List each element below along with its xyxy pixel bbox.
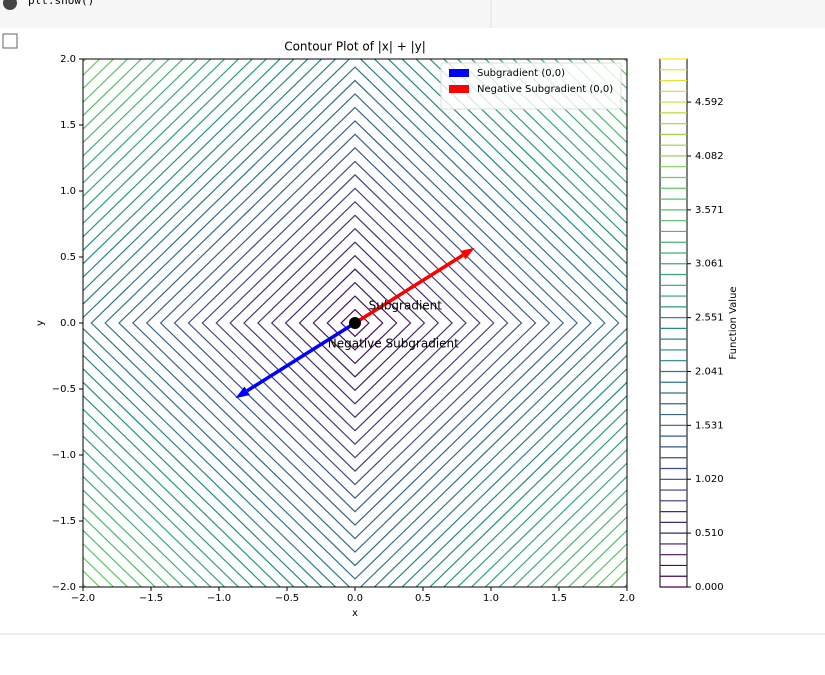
colorbar-tick-label: 0.510: [695, 528, 724, 539]
legend-label: Negative Subgradient (0,0): [477, 84, 613, 95]
annotation: Negative Subgradient: [328, 337, 459, 351]
colorbar-tick-label: 3.571: [695, 205, 724, 216]
x-tick-label: −1.0: [207, 593, 231, 604]
x-tick-label: −2.0: [71, 593, 95, 604]
chart-title: Contour Plot of |x| + |y|: [284, 40, 426, 54]
colorbar-tick-label: 4.082: [695, 151, 724, 162]
contour-line: [243, 214, 467, 432]
contour-line: [312, 281, 398, 365]
contour-line: [173, 146, 537, 500]
x-tick-label: 2.0: [619, 593, 635, 604]
contour-line: [83, 59, 627, 587]
contour-line: [90, 66, 620, 580]
colorbar-tick-label: 4.592: [695, 97, 724, 108]
colorbar-tick-label: 0.000: [695, 582, 724, 593]
x-tick-label: −1.5: [139, 593, 163, 604]
contour-line: [83, 59, 627, 587]
contour-line: [270, 241, 440, 405]
contour-line: [132, 106, 578, 540]
arrow-head: [235, 386, 250, 399]
x-tick-label: 1.0: [483, 593, 499, 604]
y-tick-label: 1.5: [60, 120, 76, 131]
contour-line: [201, 174, 509, 472]
y-tick-label: 1.0: [60, 186, 76, 197]
contour-line: [298, 268, 412, 378]
y-tick-label: 0.5: [60, 252, 76, 263]
colorbar-tick-label: 1.020: [695, 474, 724, 485]
annotation: Subgradient: [369, 298, 443, 312]
colorbar-tick-label: 2.041: [695, 366, 724, 377]
colorbar-tick-label: 3.061: [695, 259, 724, 270]
contour-line: [187, 160, 523, 486]
x-tick-label: 1.5: [551, 593, 567, 604]
arrow-shaft: [354, 253, 464, 325]
y-tick-label: −0.5: [52, 384, 76, 395]
x-tick-label: −0.5: [275, 593, 299, 604]
contour-line: [83, 59, 627, 587]
contour-line: [326, 295, 384, 351]
colorbar-label: Function Value: [728, 286, 739, 359]
contour-line: [229, 200, 481, 446]
contour-line: [340, 308, 370, 338]
colorbar-frame: [659, 58, 688, 588]
output-icon[interactable]: [2, 33, 18, 49]
y-axis-label: y: [35, 320, 46, 326]
x-tick-label: 0.5: [415, 593, 431, 604]
point: [349, 317, 361, 329]
code-cell: [0, 0, 825, 28]
contour-line: [83, 59, 627, 587]
y-tick-label: −2.0: [52, 582, 76, 593]
legend-swatch: [449, 69, 469, 77]
legend-box: [440, 62, 622, 110]
contour-line: [257, 227, 453, 419]
y-tick-label: 2.0: [60, 54, 76, 65]
contour-line: [215, 187, 495, 459]
contour-line: [104, 79, 606, 567]
colorbar-tick-label: 2.551: [695, 313, 724, 324]
arrow-shaft: [246, 321, 356, 393]
contour-line: [118, 93, 592, 553]
contour-line: [159, 133, 551, 513]
x-tick-label: 0.0: [347, 593, 363, 604]
legend-label: Subgradient (0,0): [477, 68, 565, 79]
arrow-head: [460, 247, 475, 260]
code-text: plt.show(): [28, 0, 94, 7]
contour-line: [145, 120, 565, 526]
y-tick-label: −1.0: [52, 450, 76, 461]
legend-swatch: [449, 85, 469, 93]
y-tick-label: 0.0: [60, 318, 76, 329]
run-button[interactable]: [3, 0, 17, 10]
contour-line: [284, 254, 426, 392]
x-axis-label: x: [352, 608, 358, 619]
colorbar-tick-label: 1.531: [695, 420, 724, 431]
y-tick-label: −1.5: [52, 516, 76, 527]
